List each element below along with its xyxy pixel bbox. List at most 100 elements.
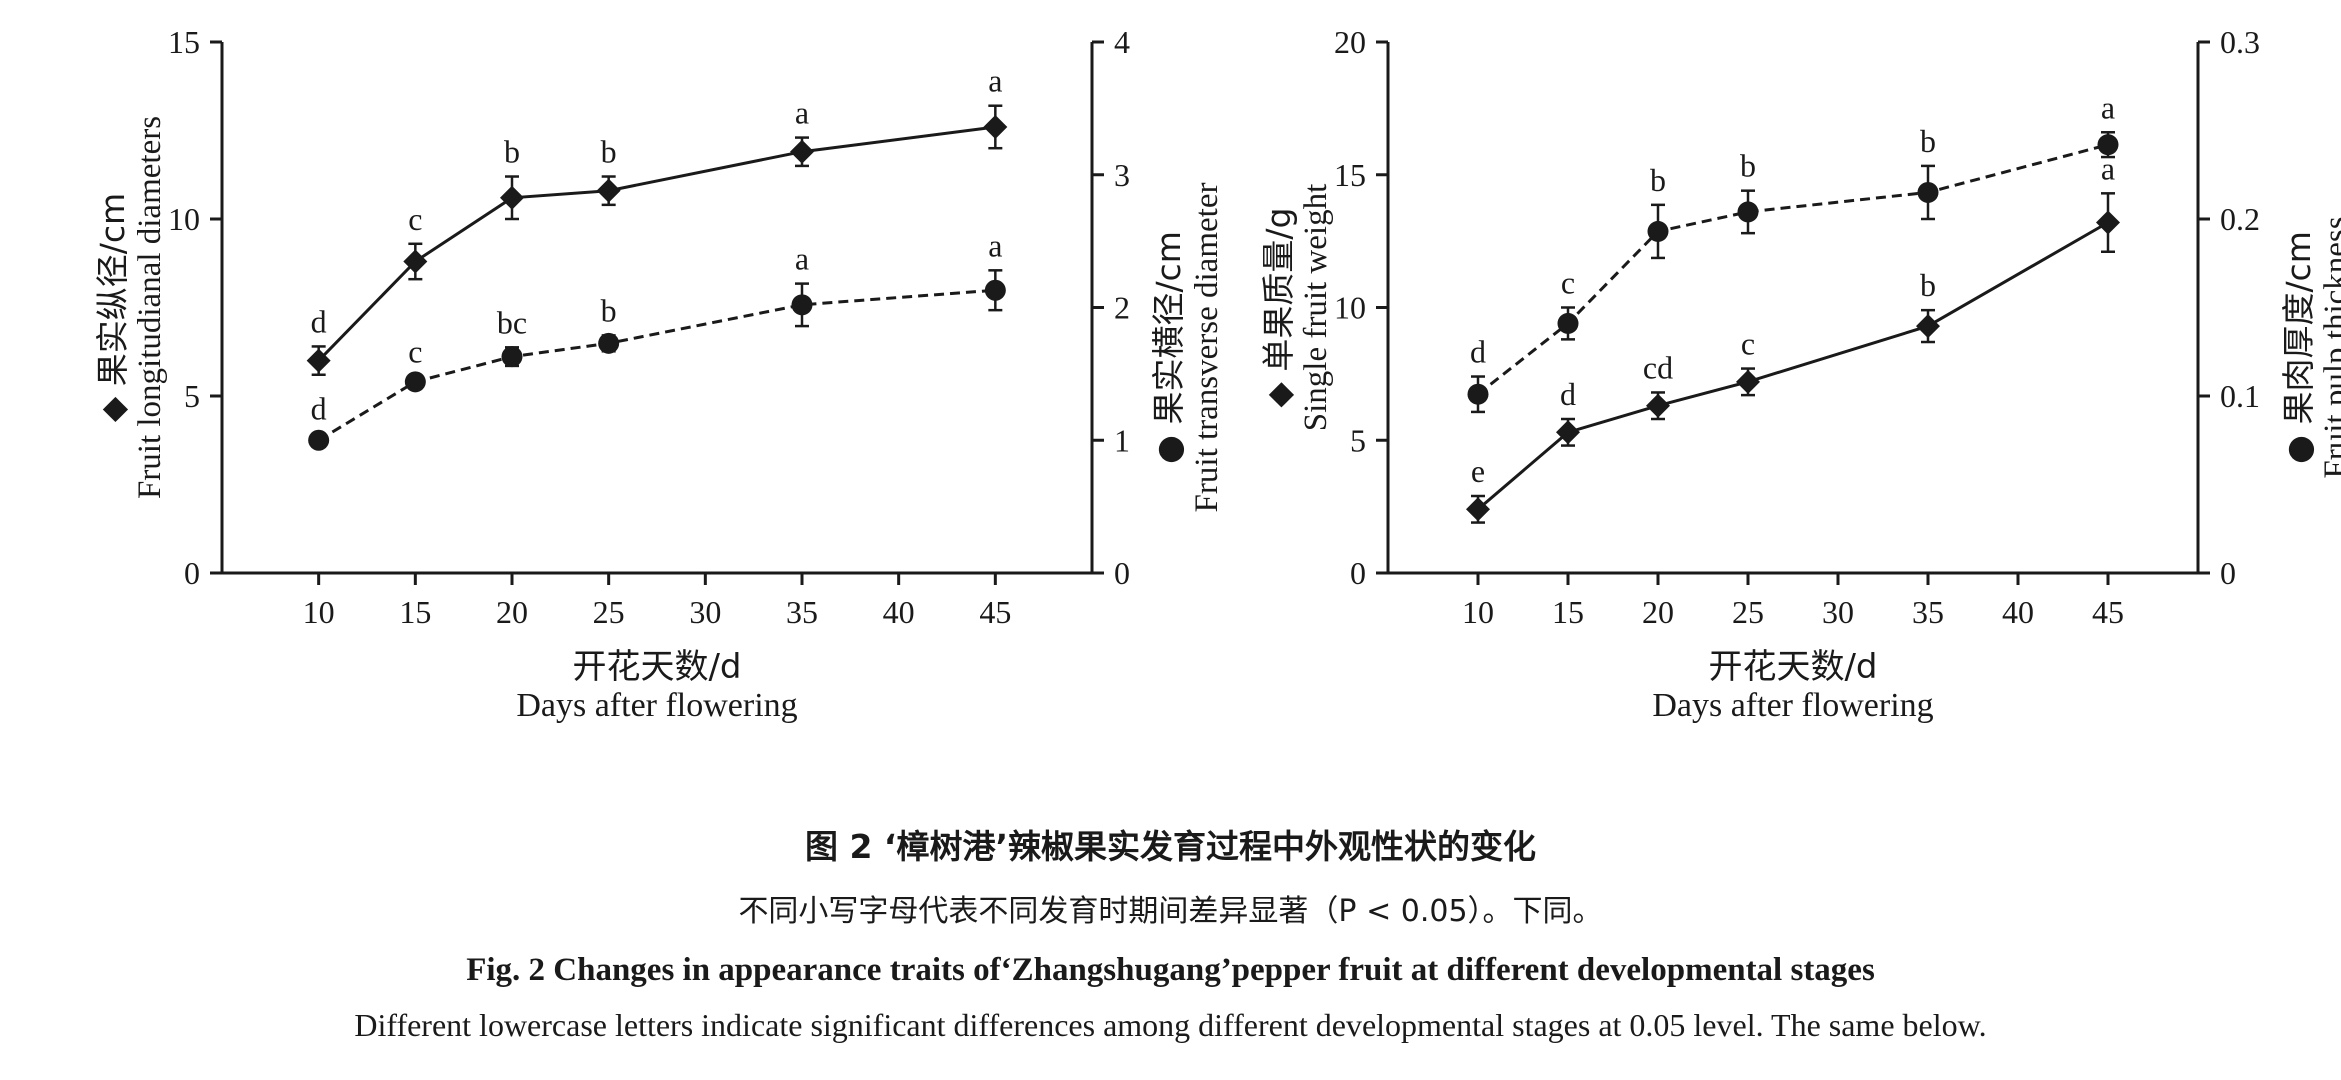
- data-point-circle: [598, 332, 620, 354]
- right-y-tick-label: 4: [1114, 24, 1130, 60]
- series-line-diamond: [1477, 221, 2109, 511]
- series-line-circle: [317, 288, 996, 442]
- significance-letter: a: [988, 227, 1002, 263]
- series-line-circle: [1477, 143, 2109, 396]
- significance-letter: b: [601, 292, 617, 328]
- x-tick-label: 40: [883, 594, 915, 630]
- significance-letter: a: [988, 63, 1002, 99]
- x-tick-label: 15: [399, 594, 431, 630]
- right-y-axis-label-en-text: Fruit pulp thickness: [2318, 216, 2341, 478]
- left-y-tick-label: 15: [1334, 157, 1366, 193]
- x-tick-label: 20: [496, 594, 528, 630]
- left-y-axis-label-cn-text: ◆ 单果质量/g: [1259, 208, 1298, 408]
- significance-letter: d: [311, 303, 327, 339]
- data-point-circle: [1467, 383, 1489, 405]
- significance-letter: a: [2101, 150, 2115, 186]
- significance-letter: c: [408, 334, 422, 370]
- left-y-tick-label: 15: [168, 24, 200, 60]
- data-point-circle: [1647, 220, 1669, 242]
- significance-letter: a: [795, 241, 809, 277]
- right-y-tick-label: 0.1: [2220, 378, 2260, 414]
- left-y-axis-label-cn: ◆ 果实纵径/cm: [93, 193, 132, 422]
- x-tick-label: 35: [786, 594, 818, 630]
- left-y-axis-label-cn: ◆ 单果质量/g: [1259, 208, 1298, 408]
- right-y-tick-label: 0.3: [2220, 24, 2260, 60]
- data-point-circle: [1917, 181, 1939, 203]
- x-axis-label-cn: 开花天数/d: [572, 647, 741, 687]
- significance-letter: c: [1561, 265, 1575, 301]
- x-tick-label: 25: [593, 594, 625, 630]
- significance-letter: d: [1470, 334, 1486, 370]
- significance-letter: b: [1650, 162, 1666, 198]
- significance-letter: a: [795, 95, 809, 131]
- significance-letter: d: [311, 391, 327, 427]
- x-axis-label-en: Days after flowering: [516, 687, 797, 724]
- right-y-axis-label-cn-text: ● 果肉厚度/cm: [2279, 231, 2318, 464]
- right-y-axis-label-cn-text: ● 果实横径/cm: [1149, 231, 1188, 464]
- data-point-diamond: [403, 249, 428, 274]
- right-y-tick-label: 2: [1114, 290, 1130, 326]
- significance-letter: bc: [497, 304, 527, 340]
- caption-cn-title: 图 2 ‘樟树港’辣椒果实发育过程中外观性状的变化: [804, 827, 1536, 866]
- left-y-axis-label-cn-text: ◆ 果实纵径/cm: [93, 193, 132, 422]
- significance-letter: b: [1920, 267, 1936, 303]
- right-y-axis-label-en-text: Fruit transverse diameter: [1189, 183, 1225, 513]
- right-y-axis-label-cn: ● 果肉厚度/cm: [2279, 231, 2318, 464]
- x-tick-label: 15: [1552, 594, 1584, 630]
- x-tick-label: 40: [2002, 594, 2034, 630]
- right-y-axis-label-en: Fruit transverse diameter: [1189, 183, 1225, 513]
- data-point-circle: [791, 294, 813, 316]
- x-tick-label: 10: [303, 594, 335, 630]
- data-point-diamond: [306, 348, 331, 373]
- left-y-tick-label: 10: [168, 201, 200, 237]
- data-point-diamond: [1916, 314, 1940, 339]
- x-tick-label: 10: [1462, 594, 1494, 630]
- caption-en-title: Fig. 2 Changes in appearance traits of‘Z…: [466, 952, 1875, 988]
- significance-letter: b: [1920, 123, 1936, 159]
- data-point-circle: [2097, 134, 2119, 156]
- data-point-diamond: [2096, 210, 2120, 235]
- significance-letter: c: [408, 201, 422, 237]
- figure-caption: 图 2 ‘樟树港’辣椒果实发育过程中外观性状的变化 不同小写字母代表不同发育时期…: [0, 800, 2341, 1044]
- x-tick-label: 30: [689, 594, 721, 630]
- data-point-diamond: [790, 139, 814, 164]
- x-tick-label: 45: [979, 594, 1011, 630]
- data-point-circle: [308, 429, 330, 451]
- data-point-circle: [501, 346, 523, 368]
- significance-letter: a: [2101, 89, 2115, 125]
- significance-letter: b: [504, 134, 520, 170]
- significance-letter: e: [1471, 453, 1485, 489]
- left-y-tick-label: 5: [1350, 422, 1366, 458]
- x-axis-label-cn: 开花天数/d: [1708, 647, 1877, 687]
- left-y-tick-label: 20: [1334, 24, 1366, 60]
- caption-cn-note: 不同小写字母代表不同发育时期间差异显著（P < 0.05）。下同。: [738, 894, 1603, 929]
- significance-letter: b: [1740, 148, 1756, 184]
- significance-letter: cd: [1643, 349, 1673, 385]
- left-y-tick-label: 5: [184, 378, 200, 414]
- chart-panel-right: 10 15 20 25 30 35 40 45 0 5 10 15 20 0 0.1 0.2 0.3 开花天数/d…: [1259, 24, 2341, 724]
- data-point-circle: [404, 371, 426, 393]
- right-y-tick-label: 3: [1114, 157, 1130, 193]
- left-y-tick-label: 0: [184, 555, 200, 591]
- right-y-tick-label: 1: [1114, 422, 1130, 458]
- data-point-diamond: [1556, 420, 1580, 445]
- caption-en-note: Different lowercase letters indicate sig…: [354, 1007, 1987, 1043]
- data-point-circle: [984, 279, 1006, 301]
- data-point-diamond: [1736, 369, 1760, 394]
- data-point-diamond: [1466, 497, 1490, 522]
- significance-letter: b: [601, 134, 617, 170]
- left-y-axis-label-en: Fruit longitudianal diameters: [132, 116, 168, 499]
- significance-letter: c: [1741, 326, 1755, 362]
- right-y-axis-label-en: Fruit pulp thickness: [2318, 216, 2341, 478]
- left-y-tick-label: 0: [1350, 555, 1366, 591]
- data-point-circle: [1737, 201, 1759, 223]
- x-tick-label: 25: [1732, 594, 1764, 630]
- left-y-axis-label-en-text: Fruit longitudianal diameters: [132, 116, 168, 499]
- x-tick-label: 35: [1912, 594, 1944, 630]
- right-y-tick-label: 0: [1114, 555, 1130, 591]
- left-y-axis-label-en: Single fruit weight: [1298, 184, 1334, 431]
- data-point-circle: [1557, 312, 1579, 334]
- x-tick-label: 20: [1642, 594, 1674, 630]
